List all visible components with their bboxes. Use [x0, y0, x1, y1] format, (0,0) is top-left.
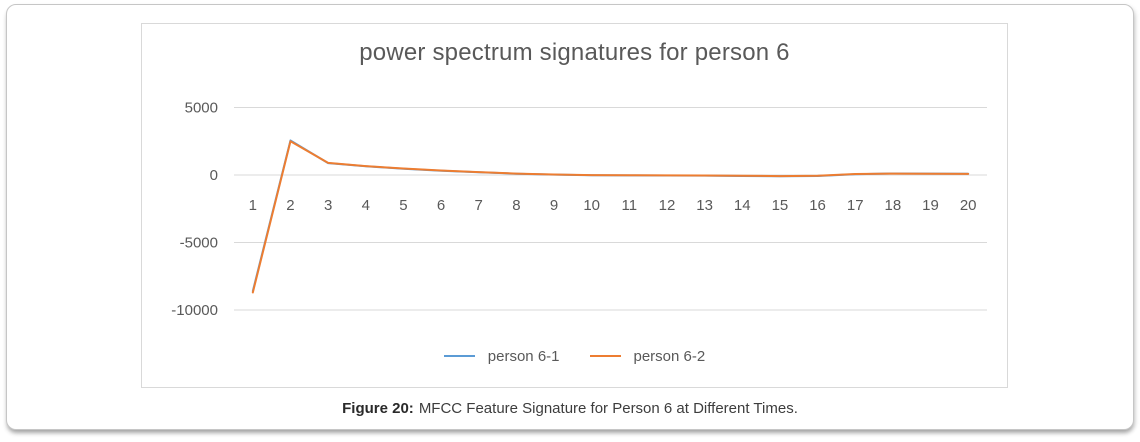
caption-text: MFCC Feature Signature for Person 6 at D… [418, 400, 798, 417]
x-tick-label: 15 [772, 197, 789, 214]
series-line-person-6-1 [251, 139, 970, 293]
x-tick-label: 7 [475, 197, 483, 214]
legend-label: person 6-1 [487, 347, 560, 365]
x-tick-label: 12 [659, 197, 676, 214]
y-tick-label: 0 [210, 167, 218, 184]
y-tick-label: -5000 [180, 235, 218, 252]
chart-panel: power spectrum signatures for person 6 5… [141, 23, 1008, 388]
legend-item: person 6-2 [589, 347, 706, 365]
x-tick-label: 16 [809, 197, 826, 214]
legend-swatch-line [589, 355, 621, 357]
legend-swatch-line [443, 355, 475, 357]
x-tick-label: 8 [512, 197, 520, 214]
x-tick-label: 4 [362, 197, 370, 214]
chart-title: power spectrum signatures for person 6 [359, 39, 790, 66]
x-tick-label: 10 [583, 197, 600, 214]
figure-card: power spectrum signatures for person 6 5… [6, 4, 1134, 430]
x-tick-label: 2 [286, 197, 294, 214]
chart-legend: person 6-1 person 6-2 [142, 345, 1007, 367]
legend-label: person 6-2 [633, 347, 706, 365]
x-tick-label: 11 [622, 197, 638, 214]
x-tick-label: 13 [696, 197, 713, 214]
x-tick-label: 9 [550, 197, 558, 214]
x-tick-label: 19 [922, 197, 939, 214]
x-tick-label: 5 [399, 197, 407, 214]
series-line-person-6-2 [251, 140, 970, 294]
x-tick-label: 14 [734, 197, 751, 214]
x-tick-label: 1 [249, 197, 257, 214]
legend-item: person 6-1 [443, 347, 560, 365]
y-tick-label: -10000 [171, 302, 218, 319]
y-tick-label: 5000 [185, 100, 218, 117]
x-tick-label: 17 [847, 197, 864, 214]
x-tick-label: 20 [960, 197, 977, 214]
x-tick-label: 3 [324, 197, 332, 214]
x-tick-label: 6 [437, 197, 445, 214]
figure-caption: Figure 20: MFCC Feature Signature for Per… [7, 400, 1133, 417]
x-tick-label: 18 [885, 197, 902, 214]
caption-label: Figure 20: [342, 400, 414, 417]
